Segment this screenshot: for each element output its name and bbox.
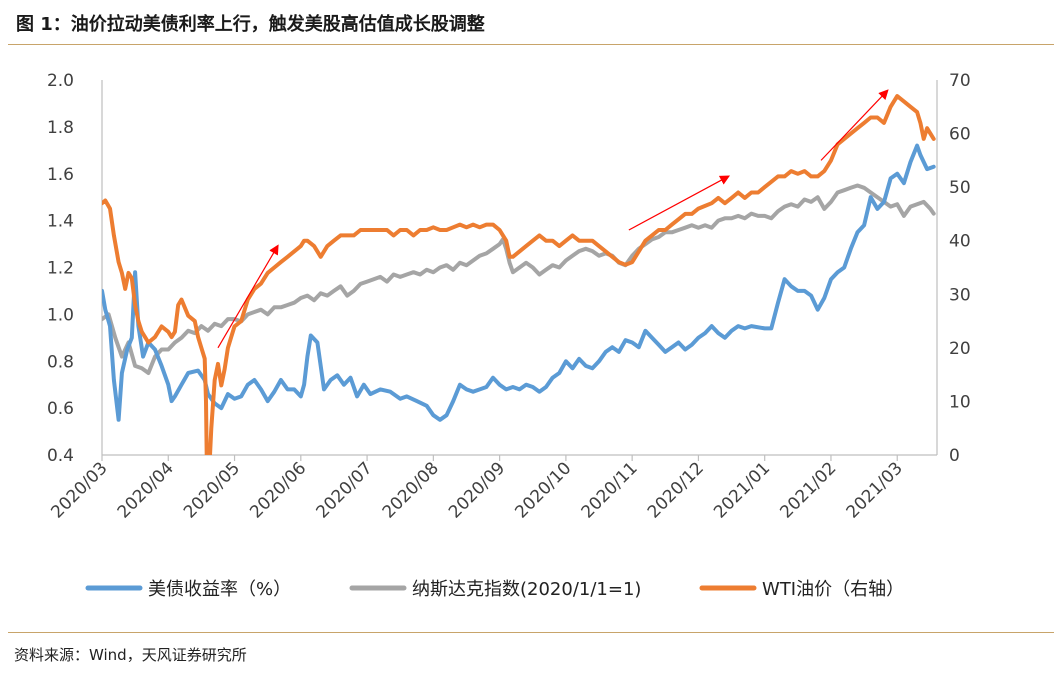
- axes-group: 0.4 0.6 0.8 1.0 1.2 1.4 1.6 1.8 2.0 0 10 20 30 40 50 60…: [47, 71, 971, 522]
- x-tick-label: 2021/03: [843, 458, 907, 522]
- y-right-tick-label: 60: [949, 125, 971, 145]
- y-right-tick-label: 70: [949, 71, 971, 91]
- x-tick-label: 2021/02: [776, 458, 840, 522]
- y-left-tick-label: 1.8: [47, 118, 74, 138]
- y-right-tick-label: 20: [949, 339, 971, 359]
- y-left-tick-label: 0.4: [47, 446, 74, 466]
- legend-label: 美债收益率（%）: [148, 579, 291, 600]
- series-group: [102, 94, 936, 455]
- x-tick-label: 2020/08: [379, 458, 443, 522]
- trend-arrow: [217, 244, 279, 349]
- y-left-tick-label: 2.0: [47, 71, 74, 91]
- x-tick-label: 2020/06: [246, 458, 310, 522]
- x-tick-label: 2020/05: [180, 458, 244, 522]
- y-left-tick-label: 1.2: [47, 259, 74, 279]
- series-line-2: [102, 94, 936, 455]
- chart-title: 图 1：油价拉动美债利率上行，触发美股高估值成长股调整: [16, 14, 485, 35]
- annotation-arrows: [217, 89, 889, 349]
- y-left-tick-label: 1.4: [47, 212, 74, 232]
- x-tick-label: 2020/12: [644, 458, 708, 522]
- title-divider: [8, 44, 1054, 45]
- footer-divider: [8, 632, 1054, 633]
- y-right-tick-label: 30: [949, 285, 971, 305]
- y-right-tick-label: 0: [949, 446, 960, 466]
- y-left-tick-label: 0.6: [47, 399, 74, 419]
- y-left-tick-label: 1.0: [47, 305, 74, 325]
- chart-svg: 0.4 0.6 0.8 1.0 1.2 1.4 1.6 1.8 2.0 0 10 20 30 40 50 60…: [47, 71, 971, 600]
- source-note: 资料来源：Wind，天风证券研究所: [14, 646, 247, 664]
- y-left-tick-label: 1.6: [47, 165, 74, 185]
- legend-label: 纳斯达克指数(2020/1/1=1): [412, 579, 641, 600]
- y-right-tick-label: 10: [949, 392, 971, 412]
- legend-label: WTI油价（右轴）: [762, 579, 904, 600]
- y-right-tick-label: 50: [949, 178, 971, 198]
- x-tick-label: 2020/03: [47, 458, 111, 522]
- x-tick-label: 2020/10: [511, 458, 575, 522]
- y-left-tick-label: 0.8: [47, 352, 74, 372]
- x-tick-label: 2020/09: [445, 458, 509, 522]
- series-line-0: [102, 143, 936, 422]
- legend-group: 美债收益率（%） 纳斯达克指数(2020/1/1=1) WTI油价（右轴）: [85, 579, 904, 600]
- x-tick-label: 2020/04: [114, 458, 178, 522]
- trend-arrow: [820, 89, 889, 161]
- x-tick-label: 2020/11: [578, 458, 642, 522]
- trend-arrow: [628, 175, 731, 231]
- x-tick-label: 2021/01: [710, 458, 774, 522]
- y-right-tick-label: 40: [949, 232, 971, 252]
- x-tick-label: 2020/07: [313, 458, 377, 522]
